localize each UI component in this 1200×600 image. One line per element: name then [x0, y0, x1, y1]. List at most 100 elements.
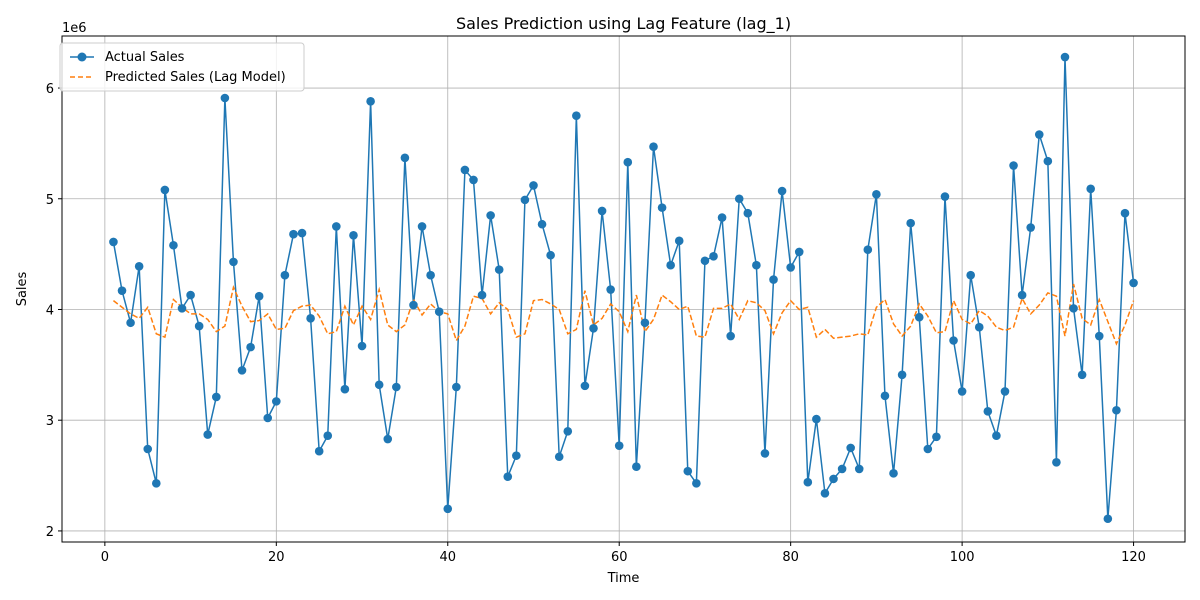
data-point-actual-sales [563, 426, 573, 436]
data-point-actual-sales [383, 434, 393, 444]
data-point-actual-sales [863, 245, 873, 254]
data-point-actual-sales [417, 222, 427, 231]
data-point-actual-sales [400, 153, 410, 163]
data-point-actual-sales [1000, 387, 1010, 396]
data-point-actual-sales [306, 314, 315, 323]
data-point-actual-sales [554, 452, 564, 462]
data-point-actual-sales [683, 466, 693, 476]
y-tick-label: 5 [46, 193, 54, 208]
data-point-actual-sales [1060, 52, 1070, 62]
data-point-actual-sales [812, 414, 821, 424]
x-tick-label: 80 [782, 550, 799, 565]
data-point-actual-sales [623, 157, 633, 167]
data-point-actual-sales [1112, 405, 1121, 415]
data-point-actual-sales [357, 341, 367, 351]
series-layer [109, 52, 1138, 524]
data-point-actual-sales [914, 312, 924, 322]
data-point-actual-sales [469, 175, 478, 185]
y-axis-label: Sales [15, 271, 30, 306]
data-point-actual-sales [212, 392, 221, 402]
data-point-actual-sales [366, 97, 375, 106]
data-point-actual-sales [220, 93, 230, 103]
data-point-actual-sales [597, 206, 607, 216]
data-point-actual-sales [854, 464, 864, 474]
data-point-actual-sales [546, 250, 555, 260]
data-point-actual-sales [332, 222, 341, 231]
data-point-actual-sales [923, 444, 933, 454]
x-tick-label: 40 [439, 550, 456, 565]
data-point-actual-sales [1120, 208, 1130, 218]
data-point-actual-sales [194, 321, 204, 331]
data-point-actual-sales [177, 304, 187, 313]
data-point-actual-sales [1077, 370, 1087, 380]
data-point-actual-sales [460, 165, 470, 175]
data-point-actual-sales [143, 444, 153, 454]
data-point-actual-sales [674, 236, 684, 246]
data-point-actual-sales [649, 142, 658, 152]
data-point-actual-sales [760, 449, 770, 458]
data-point-actual-sales [957, 387, 967, 396]
data-point-actual-sales [1129, 278, 1138, 288]
data-point-actual-sales [1026, 223, 1035, 232]
x-tick-label: 120 [1121, 550, 1146, 565]
x-tick-label: 100 [950, 550, 975, 565]
legend-marker-actual [77, 52, 87, 62]
data-point-actual-sales [726, 331, 735, 341]
y-tick-label: 4 [46, 303, 54, 318]
legend-label-predicted: Predicted Sales (Lag Model) [105, 70, 286, 85]
data-point-actual-sales [966, 270, 975, 280]
y-tick-label: 3 [46, 414, 54, 429]
data-point-actual-sales [374, 380, 384, 390]
data-point-actual-sales [323, 431, 333, 441]
data-point-actual-sales [409, 300, 418, 310]
legend-label-actual: Actual Sales [105, 50, 185, 65]
y-tick-label: 6 [46, 82, 54, 97]
x-axis-label: Time [607, 571, 640, 586]
data-point-actual-sales [529, 181, 538, 190]
data-point-actual-sales [717, 213, 727, 222]
data-point-actual-sales [126, 318, 135, 328]
data-point-actual-sales [486, 211, 495, 220]
x-tick-label: 60 [611, 550, 628, 565]
data-point-actual-sales [169, 240, 178, 250]
data-point-actual-sales [109, 237, 118, 247]
data-point-actual-sales [392, 382, 401, 392]
data-point-actual-sales [254, 291, 264, 301]
data-point-actual-sales [932, 432, 941, 442]
data-point-actual-sales [983, 407, 993, 416]
x-axis: 0 20 40 60 80 100 120 [101, 542, 1146, 565]
data-point-actual-sales [263, 413, 273, 423]
data-point-actual-sales [666, 260, 675, 270]
data-point-actual-sales [846, 443, 855, 453]
data-point-actual-sales [974, 322, 984, 332]
data-point-actual-sales [572, 111, 581, 121]
data-point-actual-sales [203, 430, 213, 439]
data-point-actual-sales [246, 342, 255, 352]
data-point-actual-sales [589, 324, 598, 333]
data-point-actual-sales [794, 247, 804, 257]
data-point-actual-sales [837, 464, 847, 474]
data-point-actual-sales [889, 469, 898, 478]
data-point-actual-sales [606, 285, 615, 294]
plot-frame [61, 35, 1186, 543]
data-point-actual-sales [786, 263, 795, 272]
data-point-actual-sales [160, 185, 170, 195]
chart-title: Sales Prediction using Lag Feature (lag_… [456, 14, 791, 34]
data-point-actual-sales [349, 231, 358, 240]
data-point-actual-sales [272, 397, 281, 406]
data-point-actual-sales [820, 488, 830, 498]
data-point-actual-sales [709, 252, 718, 261]
data-point-actual-sales [880, 391, 890, 401]
data-point-actual-sales [152, 479, 161, 488]
data-point-actual-sales [949, 336, 958, 345]
data-point-actual-sales [134, 262, 144, 271]
data-point-actual-sales [434, 307, 444, 317]
data-point-actual-sales [1103, 514, 1113, 524]
data-point-actual-sales [752, 260, 761, 270]
series-line-predicted-sales [112, 283, 1135, 346]
data-point-actual-sales [443, 504, 453, 514]
data-point-actual-sales [477, 290, 487, 300]
y-tick-label: 2 [46, 525, 54, 540]
